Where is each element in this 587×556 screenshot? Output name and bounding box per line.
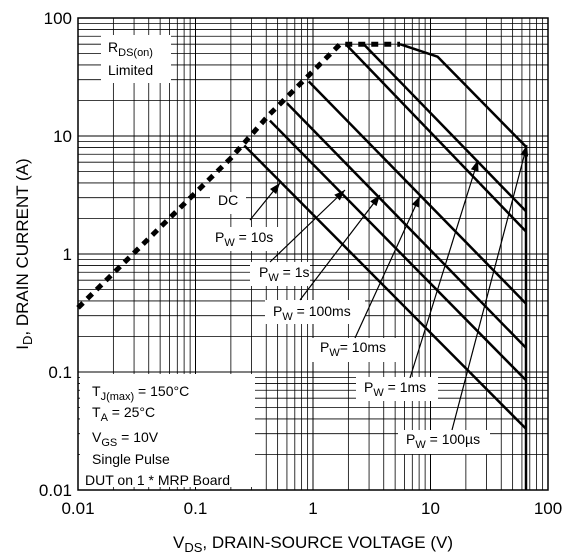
arrow-head xyxy=(470,160,479,172)
label-background xyxy=(312,338,400,362)
annotation-arrow xyxy=(451,144,528,431)
y-tick-label: 100 xyxy=(44,9,72,28)
series-line xyxy=(362,43,527,213)
condition-text: TA = 25°C xyxy=(92,404,155,424)
conditions-box xyxy=(80,374,255,487)
arrow-head xyxy=(269,183,280,195)
series-line xyxy=(76,41,400,310)
label-background xyxy=(101,35,171,83)
label-background xyxy=(398,430,490,454)
series-label-pw10s: PW = 10s xyxy=(215,229,273,249)
series-label-dc: DC xyxy=(218,192,238,208)
y-tick-label: 0.1 xyxy=(48,363,72,382)
series-label-pw100us: PW = 100µs xyxy=(406,431,480,451)
axes: 0.01 0.1 1 10 100 0.01 0.1 1 10 100 VDS, DRAIN-SOU… xyxy=(13,9,562,555)
condition-text: VGS = 10V xyxy=(92,429,159,449)
arrow-head xyxy=(334,190,345,201)
y-tick-label: 1 xyxy=(63,245,72,264)
label-background xyxy=(250,262,310,286)
arrow-head xyxy=(370,195,380,207)
label-background xyxy=(356,377,438,401)
y-tick-label: 0.01 xyxy=(39,481,72,500)
condition-text: DUT on 1 * MRP Board xyxy=(85,472,230,488)
arrow-head xyxy=(520,145,529,157)
plot-frame xyxy=(77,17,549,491)
series-label-pw100ms: PW = 100ms xyxy=(273,303,351,323)
condition-text: TJ(max) = 150°C xyxy=(92,383,189,403)
x-tick-label: 1 xyxy=(308,499,317,518)
annotation-arrow xyxy=(299,194,381,301)
series-label-pw1s: PW = 1s xyxy=(259,264,309,284)
annotation-arrow xyxy=(354,195,421,339)
y-tick-label: 10 xyxy=(53,127,72,146)
series-line xyxy=(269,119,527,382)
x-tick-label: 10 xyxy=(421,499,440,518)
series-label-pw10ms: PW= 10ms xyxy=(320,339,386,359)
x-tick-label: 100 xyxy=(534,499,562,518)
series-line xyxy=(399,43,528,490)
series-label-rds: RDS(on) xyxy=(108,39,153,59)
label-background xyxy=(210,192,246,214)
label-background xyxy=(265,300,365,324)
series-label-pw1ms: PW = 1ms xyxy=(364,379,426,399)
annotation-arrow xyxy=(269,189,346,263)
series-line xyxy=(243,144,527,430)
series-labels: RDS(on) Limited DC PW = 10s PW = 1s PW = 100m… xyxy=(80,35,529,488)
label-background xyxy=(207,227,279,251)
x-tick-label: 0.01 xyxy=(61,499,94,518)
x-axis-label: VDS, DRAIN-SOURCE VOLTAGE (V) xyxy=(173,533,453,555)
series-label-rds: Limited xyxy=(108,62,153,78)
series-line xyxy=(307,80,527,305)
annotation-arrow xyxy=(409,159,479,379)
condition-text: Single Pulse xyxy=(92,451,170,467)
series-line xyxy=(344,43,527,233)
arrow-head xyxy=(411,196,420,208)
y-axis-label: ID, DRAIN CURRENT (A) xyxy=(13,158,35,349)
x-tick-label: 0.1 xyxy=(184,499,208,518)
